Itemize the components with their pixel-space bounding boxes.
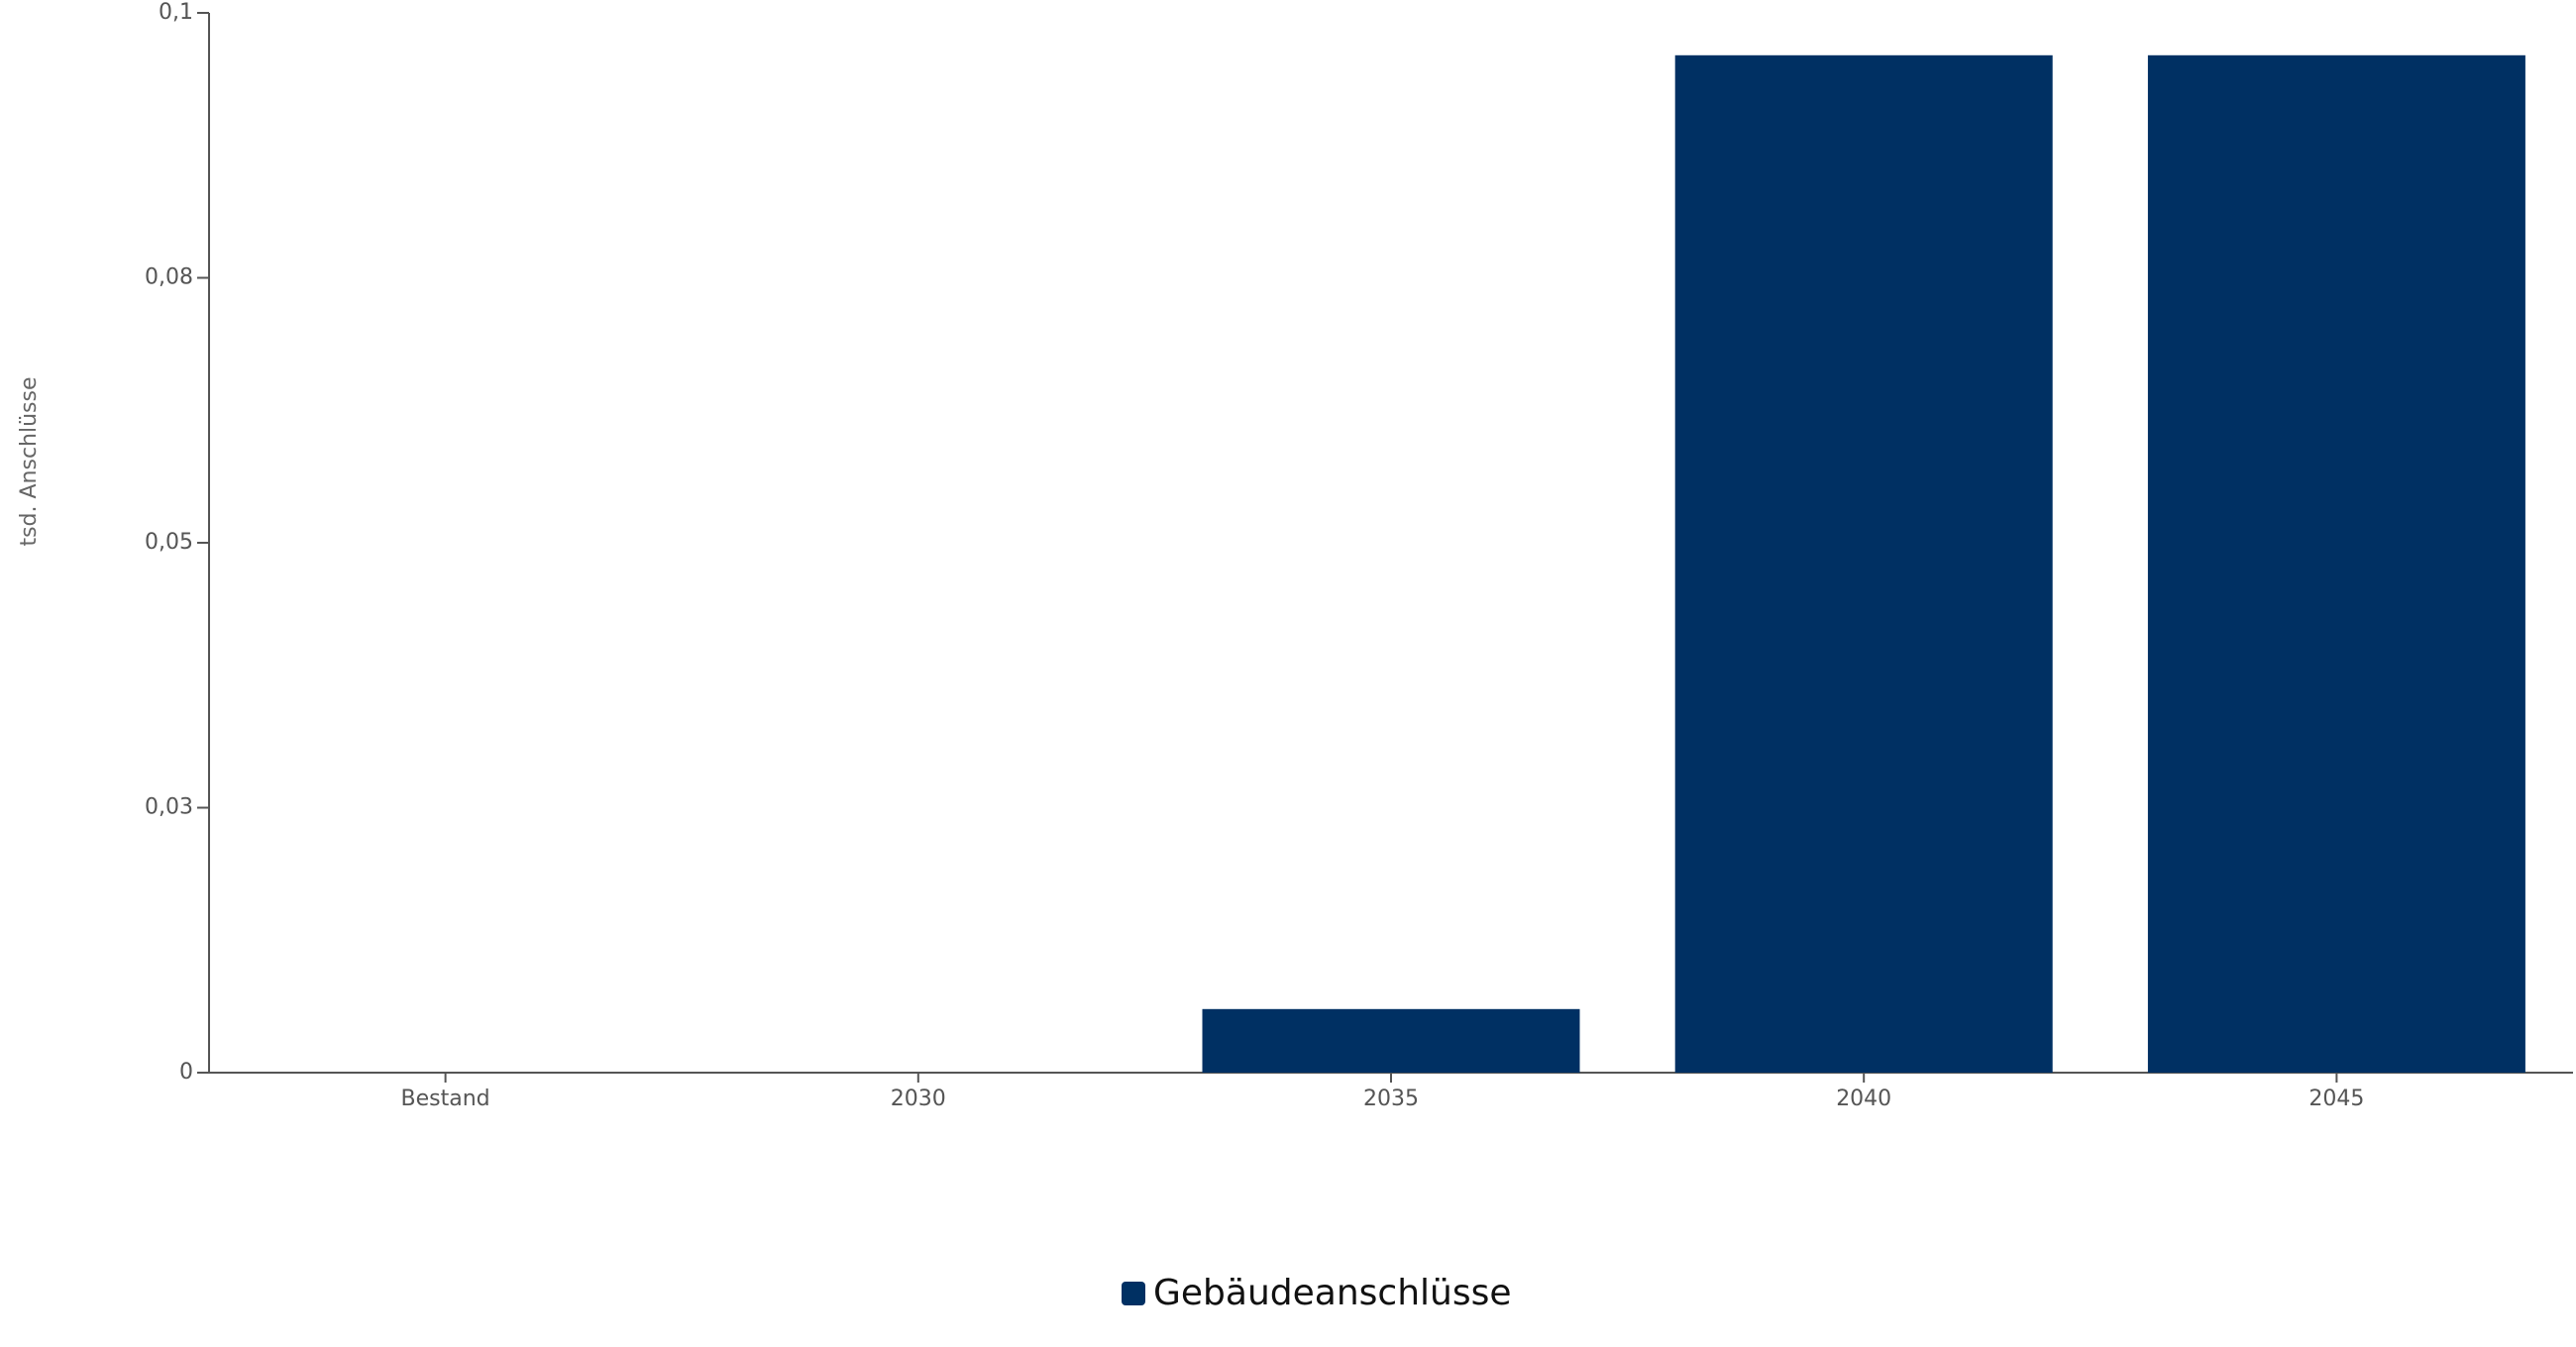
x-tick-label: 2040 bbox=[1836, 1087, 1891, 1111]
y-tick-label: 0,03 bbox=[145, 795, 193, 820]
y-tick-label: 0,05 bbox=[145, 530, 193, 555]
legend-swatch bbox=[1122, 1282, 1145, 1305]
y-tick-label: 0 bbox=[179, 1060, 193, 1085]
y-axis-label: tsd. Anschlüsse bbox=[17, 376, 42, 546]
bar bbox=[1202, 1008, 1580, 1073]
y-tick-label: 0,1 bbox=[159, 0, 193, 25]
bar bbox=[2147, 54, 2525, 1073]
x-tick-label: 2030 bbox=[891, 1087, 946, 1111]
x-tick-label: Bestand bbox=[401, 1087, 490, 1111]
y-tick-label: 0,08 bbox=[145, 265, 193, 290]
x-tick-label: 2035 bbox=[1363, 1087, 1419, 1111]
bar bbox=[1674, 54, 2053, 1073]
x-tick-label: 2045 bbox=[2308, 1087, 2364, 1111]
legend-label: Gebäudeanschlüsse bbox=[1153, 1273, 1512, 1313]
